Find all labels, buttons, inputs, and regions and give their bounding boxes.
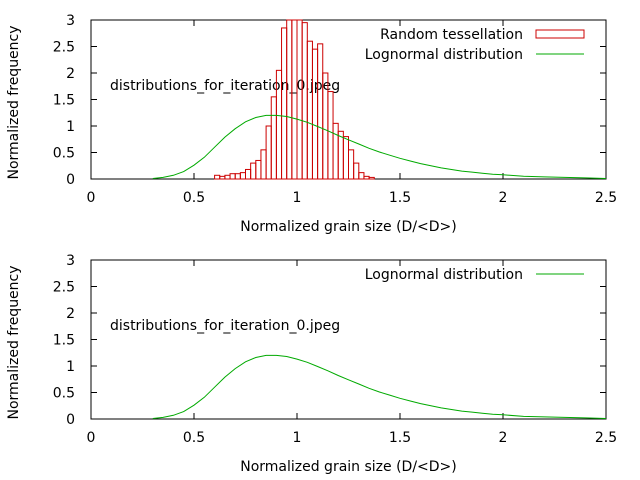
histogram-bar (214, 174, 221, 180)
y-tick-label: 2.5 (53, 40, 75, 56)
histogram-bar (296, 19, 303, 180)
histogram-bar (239, 172, 247, 180)
x-tick-label: 2 (499, 430, 508, 446)
legend-label: Lognormal distribution (365, 267, 523, 283)
y-tick-label: 0.5 (53, 386, 75, 402)
histogram-bar (229, 173, 236, 180)
histogram-bar (327, 91, 334, 180)
y-axis-label: Normalized frequency (6, 265, 22, 419)
histogram-bar (281, 27, 288, 180)
y-tick-label: 2 (66, 306, 75, 322)
x-tick-label: 2.5 (595, 190, 617, 206)
x-tick-label: 1 (293, 430, 302, 446)
histogram-bar (348, 149, 355, 180)
x-tick-label: 1.5 (389, 190, 411, 206)
histogram-bar (270, 96, 277, 180)
y-tick-label: 0 (66, 412, 75, 428)
histogram-bar (255, 159, 262, 180)
series-line-lognormal (152, 114, 607, 179)
y-tick-label: 0.5 (53, 146, 75, 162)
histogram-bar (353, 162, 360, 180)
x-axis-label: Normalized grain size (D/<D>) (240, 219, 457, 235)
histogram-bar (342, 136, 350, 180)
legend-label: Random tessellation (380, 27, 523, 43)
histogram-bar (311, 48, 319, 180)
histogram-bar (224, 174, 231, 180)
histogram-bar (306, 40, 313, 180)
x-tick-label: 0.5 (183, 430, 205, 446)
y-tick-label: 3 (66, 253, 75, 269)
histogram-bar (250, 162, 257, 180)
x-axis-label: Normalized grain size (D/<D>) (240, 459, 457, 475)
histogram-bar (363, 175, 370, 180)
x-tick-label: 2 (499, 190, 508, 206)
histogram-bar (332, 122, 339, 180)
x-tick-label: 0 (87, 430, 96, 446)
histogram-bar (291, 19, 298, 180)
y-tick-label: 1 (66, 359, 75, 375)
histogram-bar (286, 19, 293, 180)
histogram-bar (358, 172, 365, 180)
legend-swatch-histogram (535, 29, 585, 39)
x-tick-label: 2.5 (595, 430, 617, 446)
y-tick-label: 1 (66, 119, 75, 135)
chart-panel-2: 0 0.5 1 1.5 2 2.5 0 0.5 1 1.5 2 2.5 3 Normalized grai… (6, 253, 617, 475)
chart-panel-1: 0 0.5 1 1.5 2 2.5 0 0.5 1 1.5 2 2.5 3 Normalized grai… (6, 13, 617, 235)
histogram-bar (337, 130, 344, 180)
x-tick-label: 1.5 (389, 430, 411, 446)
series-line-lognormal (152, 354, 607, 419)
histogram-bar (234, 173, 241, 180)
x-tick-label: 0 (87, 190, 96, 206)
y-tick-label: 3 (66, 13, 75, 29)
legend-label: Lognormal distribution (365, 47, 523, 63)
y-tick-label: 1.5 (53, 333, 75, 349)
histogram-bar (260, 149, 267, 180)
y-tick-label: 2 (66, 66, 75, 82)
y-tick-label: 2.5 (53, 280, 75, 296)
y-tick-label: 0 (66, 172, 75, 188)
histogram-bar (301, 22, 308, 180)
plot-annotation: distributions_for_iteration_0.jpeg (110, 318, 340, 334)
plot-annotation: distributions_for_iteration_0.jpeg (110, 78, 340, 94)
histogram-bar (265, 125, 272, 180)
y-axis-label: Normalized frequency (6, 25, 22, 179)
histogram-bar (317, 43, 324, 180)
plot-frame (90, 259, 607, 420)
histogram-bar (245, 168, 252, 180)
y-tick-label: 1.5 (53, 93, 75, 109)
x-tick-label: 0.5 (183, 190, 205, 206)
x-tick-label: 1 (293, 190, 302, 206)
histogram-bar (219, 175, 226, 180)
histogram-bar (368, 176, 375, 180)
